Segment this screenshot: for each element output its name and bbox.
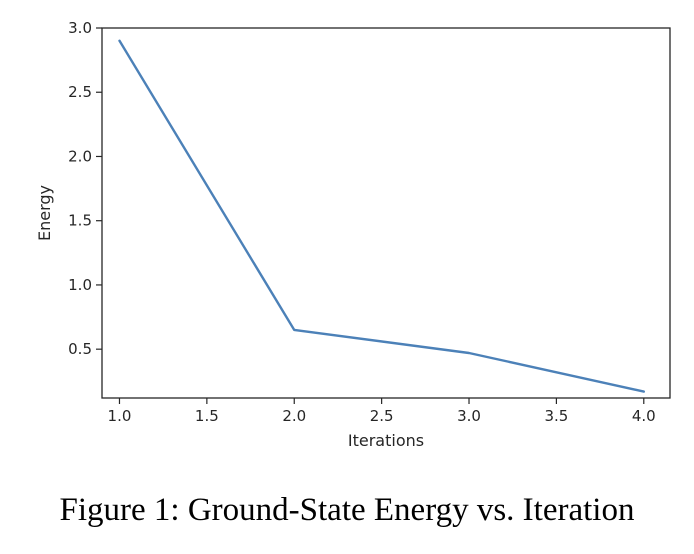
- x-tick-label: 2.0: [282, 407, 306, 425]
- x-tick-label: 1.0: [108, 407, 132, 425]
- x-tick-label: 4.0: [632, 407, 656, 425]
- figure-caption: Figure 1: Ground-State Energy vs. Iterat…: [59, 492, 635, 528]
- x-axis: 1.0 1.5 2.0 2.5 3.0 3.5 4.0: [108, 398, 656, 425]
- x-axis-label: Iterations: [348, 431, 424, 450]
- series-line: [118, 39, 645, 393]
- x-tick-label: 2.5: [370, 407, 394, 425]
- y-tick-label: 2.0: [68, 147, 92, 165]
- series-layer: [118, 39, 645, 393]
- x-tick-label: 3.5: [544, 407, 568, 425]
- y-tick-label: 1.0: [68, 276, 92, 294]
- y-axis: 0.5 1.0 1.5 2.0 2.5 3.0: [68, 19, 102, 358]
- y-tick-label: 2.5: [68, 83, 92, 101]
- x-tick-label: 1.5: [195, 407, 219, 425]
- y-axis-label: Energy: [35, 185, 54, 241]
- y-tick-label: 1.5: [68, 212, 92, 230]
- line-chart: 0.5 1.0 1.5 2.0 2.5 3.0 1.0 1.5 2.0 2.5 3.0 3.5 4.0…: [35, 19, 671, 450]
- plot-area-frame: [101, 27, 671, 399]
- y-tick-label: 0.5: [68, 340, 92, 358]
- x-tick-label: 3.0: [457, 407, 481, 425]
- y-tick-label: 3.0: [68, 19, 92, 37]
